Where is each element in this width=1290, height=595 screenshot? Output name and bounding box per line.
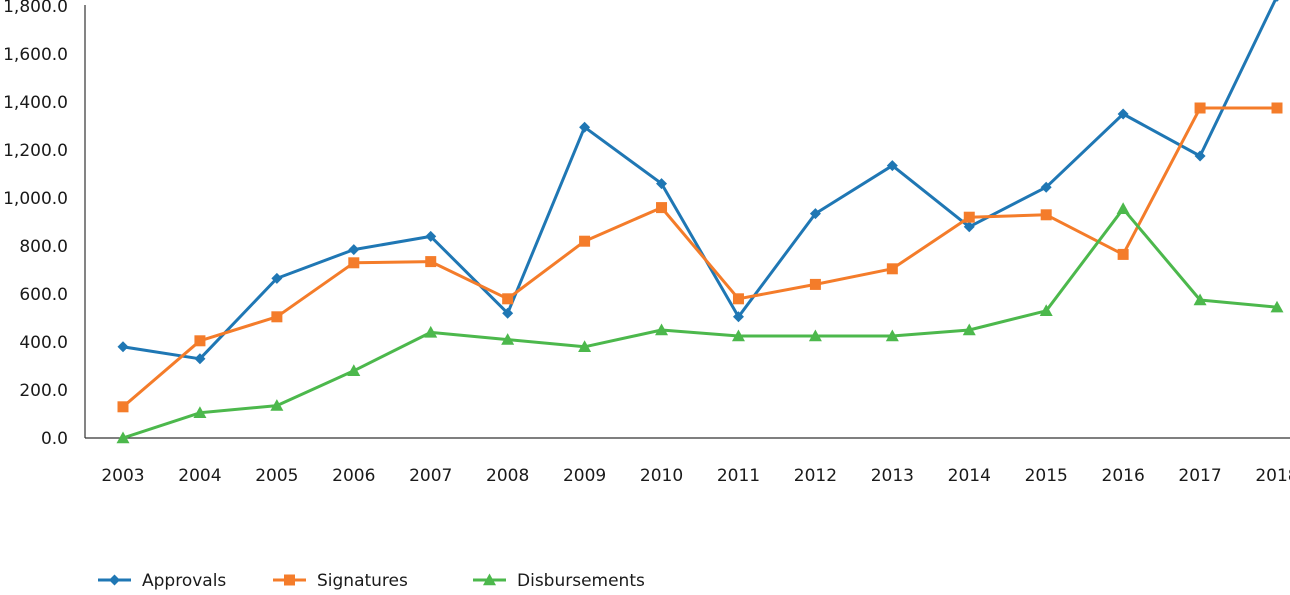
- approvals-point: [194, 353, 206, 365]
- legend: Approvals Signatures Disbursements: [98, 571, 645, 591]
- approvals-point: [1040, 181, 1052, 193]
- x-tick-label: 2016: [1102, 466, 1145, 486]
- approvals-point: [732, 311, 744, 323]
- signatures-point: [1271, 102, 1283, 114]
- x-tick-label: 2009: [563, 466, 606, 486]
- x-tick-label: 2012: [794, 466, 837, 486]
- signatures-line: [122, 106, 1277, 408]
- approvals-point: [502, 307, 514, 319]
- disbursements-point: [116, 431, 130, 444]
- legend-item-disbursements: Disbursements: [473, 571, 645, 591]
- x-tick-label: 2006: [332, 466, 375, 486]
- legend-swatch-marker: [284, 574, 295, 586]
- x-tick-label: 2008: [486, 466, 529, 486]
- y-tick-label: 600.0: [19, 285, 68, 305]
- x-tick-label: 2010: [640, 466, 683, 486]
- y-tick-label: 1,200.0: [3, 141, 68, 161]
- signatures-point: [194, 335, 206, 347]
- legend-item-signatures: Signatures: [273, 571, 408, 591]
- signatures-point: [117, 401, 129, 413]
- disbursements-point: [1116, 202, 1130, 214]
- disbursements-point: [270, 399, 284, 411]
- signatures-point: [732, 293, 744, 305]
- legend-label: Approvals: [142, 571, 226, 591]
- signatures-point: [348, 257, 360, 269]
- disbursements-point: [962, 323, 976, 336]
- x-tick-label: 2005: [255, 466, 298, 486]
- signatures-point: [579, 235, 591, 247]
- disbursements-point: [655, 323, 669, 336]
- disbursements-point: [808, 329, 822, 342]
- approvals-point: [1275, 0, 1279, 2]
- disbursements-point: [347, 364, 361, 376]
- signatures-point: [656, 202, 668, 214]
- disbursements-point: [1039, 304, 1053, 316]
- disbursements-point: [578, 340, 592, 352]
- approvals-line: [122, 0, 1277, 361]
- x-tick-label: 2007: [409, 466, 452, 486]
- signatures-point: [271, 311, 283, 323]
- signatures-point: [502, 293, 514, 305]
- approvals-point: [1194, 150, 1206, 162]
- approvals-point: [809, 208, 821, 220]
- approvals-point: [886, 160, 898, 172]
- approvals-point: [348, 244, 360, 256]
- y-tick-label: 1,400.0: [3, 93, 68, 113]
- signatures-series: [117, 102, 1283, 413]
- legend-swatch-marker: [109, 574, 120, 586]
- disbursements-point: [1270, 300, 1284, 313]
- approvals-point: [425, 230, 437, 242]
- disbursements-point: [731, 329, 745, 342]
- disbursements-line: [122, 207, 1278, 440]
- legend-item-approvals: Approvals: [98, 571, 226, 591]
- signatures-point: [886, 263, 898, 275]
- legend-swatch-marker: [483, 573, 496, 586]
- x-tick-label: 2011: [717, 466, 760, 486]
- x-tick-label: 2013: [871, 466, 914, 486]
- y-tick-label: 400.0: [19, 333, 68, 353]
- approvals-series: [117, 0, 1279, 365]
- x-tick-label: 2003: [101, 466, 144, 486]
- x-tick-label: 2004: [178, 466, 221, 486]
- x-tick-label: 2014: [948, 466, 991, 486]
- y-tick-label: 0.0: [41, 429, 68, 449]
- approvals-point: [1117, 108, 1129, 120]
- signatures-point: [963, 211, 975, 223]
- approvals-point: [963, 221, 975, 233]
- disbursements-series: [116, 202, 1284, 444]
- legend-label: Disbursements: [517, 571, 645, 591]
- x-tick-labels: 2003 2004 2005 2006 2007 2008 2009 2010 2011 2012…: [101, 466, 1290, 486]
- y-tick-labels: 0.0 200.0 400.0 600.0 800.0 1,000.0 1,200.0 1,4…: [3, 0, 68, 449]
- disbursements-point: [193, 406, 207, 418]
- approvals-point: [117, 341, 129, 353]
- signatures-point: [809, 278, 821, 290]
- y-tick-label: 800.0: [19, 237, 68, 257]
- signatures-point: [1117, 248, 1129, 260]
- y-tick-label: 1,600.0: [3, 45, 68, 65]
- y-tick-label: 1,800.0: [3, 0, 68, 17]
- disbursements-point: [885, 329, 899, 342]
- approvals-point: [656, 178, 668, 190]
- disbursements-point: [501, 333, 515, 345]
- disbursements-point: [424, 325, 438, 338]
- y-tick-label: 1,000.0: [3, 189, 68, 209]
- signatures-point: [1194, 102, 1206, 114]
- x-tick-label: 2015: [1025, 466, 1068, 486]
- x-tick-label: 2017: [1178, 466, 1221, 486]
- y-tick-label: 200.0: [19, 381, 68, 401]
- x-tick-label: 2018: [1255, 466, 1290, 486]
- legend-label: Signatures: [317, 571, 408, 591]
- disbursements-point: [1193, 293, 1207, 306]
- signatures-point: [425, 256, 437, 268]
- approvals-point: [271, 272, 283, 284]
- series-layer: [116, 0, 1284, 444]
- approvals-point: [579, 121, 591, 133]
- signatures-point: [1040, 209, 1052, 221]
